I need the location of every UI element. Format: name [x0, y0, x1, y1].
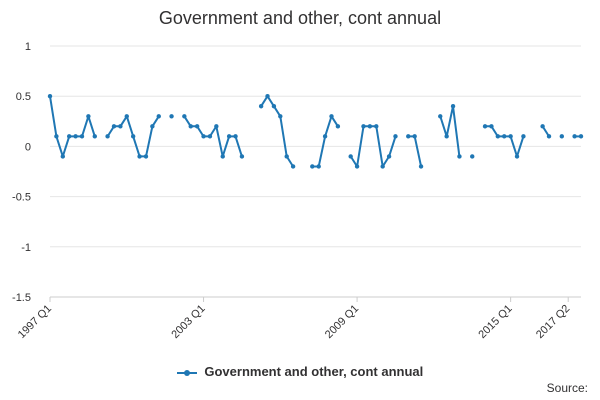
data-point [374, 124, 379, 129]
data-point [393, 134, 398, 139]
source-label: Source: [546, 381, 588, 395]
y-tick-label: 0.5 [16, 91, 31, 103]
series-line [485, 125, 525, 158]
data-point [156, 114, 161, 119]
data-point [335, 124, 341, 129]
data-point [188, 124, 193, 129]
data-point [92, 134, 97, 139]
data-point [137, 154, 142, 159]
data-point [73, 134, 78, 139]
data-point [220, 154, 225, 159]
data-point [47, 94, 53, 99]
y-tick-label: -1.5 [12, 292, 31, 304]
data-point [86, 114, 91, 119]
data-point [54, 134, 59, 139]
data-point [150, 124, 155, 129]
y-tick-label: 1 [25, 41, 31, 53]
data-point [130, 134, 136, 139]
series-line [312, 115, 339, 168]
data-point [182, 114, 187, 119]
data-point [502, 134, 507, 139]
data-point [457, 154, 462, 159]
data-point [271, 104, 277, 109]
data-point [406, 134, 411, 139]
data-point [546, 134, 552, 139]
series-line [49, 96, 96, 158]
x-tick-label: 2015 Q1 [476, 303, 514, 341]
series-line [408, 135, 423, 167]
data-point [495, 134, 501, 139]
data-point [124, 114, 129, 119]
x-tick-label: 2003 Q1 [169, 303, 207, 341]
data-point [482, 124, 488, 129]
data-point [559, 134, 565, 139]
data-point [118, 124, 123, 129]
data-point [489, 124, 494, 129]
data-point [79, 134, 85, 139]
data-point [418, 164, 424, 169]
x-tick-label: 1997 Q1 [16, 303, 54, 341]
data-point [226, 134, 232, 139]
data-point [201, 134, 206, 139]
data-point [310, 164, 315, 169]
data-point [514, 154, 520, 159]
x-tick-label: 2017 Q2 [534, 303, 572, 341]
data-point [540, 124, 545, 129]
legend-swatch [176, 368, 197, 378]
y-tick-label: -1 [21, 242, 31, 254]
data-point [207, 134, 213, 139]
chart-title: Government and other, cont annual [158, 8, 442, 28]
data-point [214, 124, 219, 129]
data-point [60, 154, 65, 159]
legend[interactable]: Government and other, cont annual [0, 364, 600, 379]
y-tick-label: -0.5 [12, 192, 31, 204]
data-point [444, 134, 449, 139]
data-point [111, 124, 117, 129]
data-point [258, 104, 264, 109]
data-point [194, 124, 200, 129]
data-point [578, 134, 584, 139]
data-point [572, 134, 577, 139]
data-point [316, 164, 321, 169]
series-line [183, 115, 243, 158]
data-point [348, 154, 353, 159]
data-point [508, 134, 513, 139]
data-point [278, 114, 283, 119]
data-point [169, 114, 174, 119]
series-line [439, 105, 461, 157]
x-tick-label: 2009 Q1 [323, 303, 361, 341]
data-point [412, 134, 417, 139]
data-point [233, 134, 238, 139]
data-point [380, 164, 385, 169]
legend-label: Government and other, cont annual [204, 364, 424, 379]
data-point [66, 134, 72, 139]
data-point [354, 164, 360, 169]
data-point [367, 124, 373, 129]
data-point [265, 94, 270, 99]
data-point [239, 154, 245, 159]
data-point [105, 134, 110, 139]
data-point [386, 154, 392, 159]
data-point [438, 114, 443, 119]
data-point [322, 134, 328, 139]
data-point [521, 134, 526, 139]
data-point [329, 114, 334, 119]
data-point [450, 104, 456, 109]
data-point [470, 154, 475, 159]
data-point [290, 164, 296, 169]
y-tick-label: 0 [25, 141, 31, 153]
data-point [284, 154, 289, 159]
data-point [143, 154, 149, 159]
data-point [361, 124, 366, 129]
